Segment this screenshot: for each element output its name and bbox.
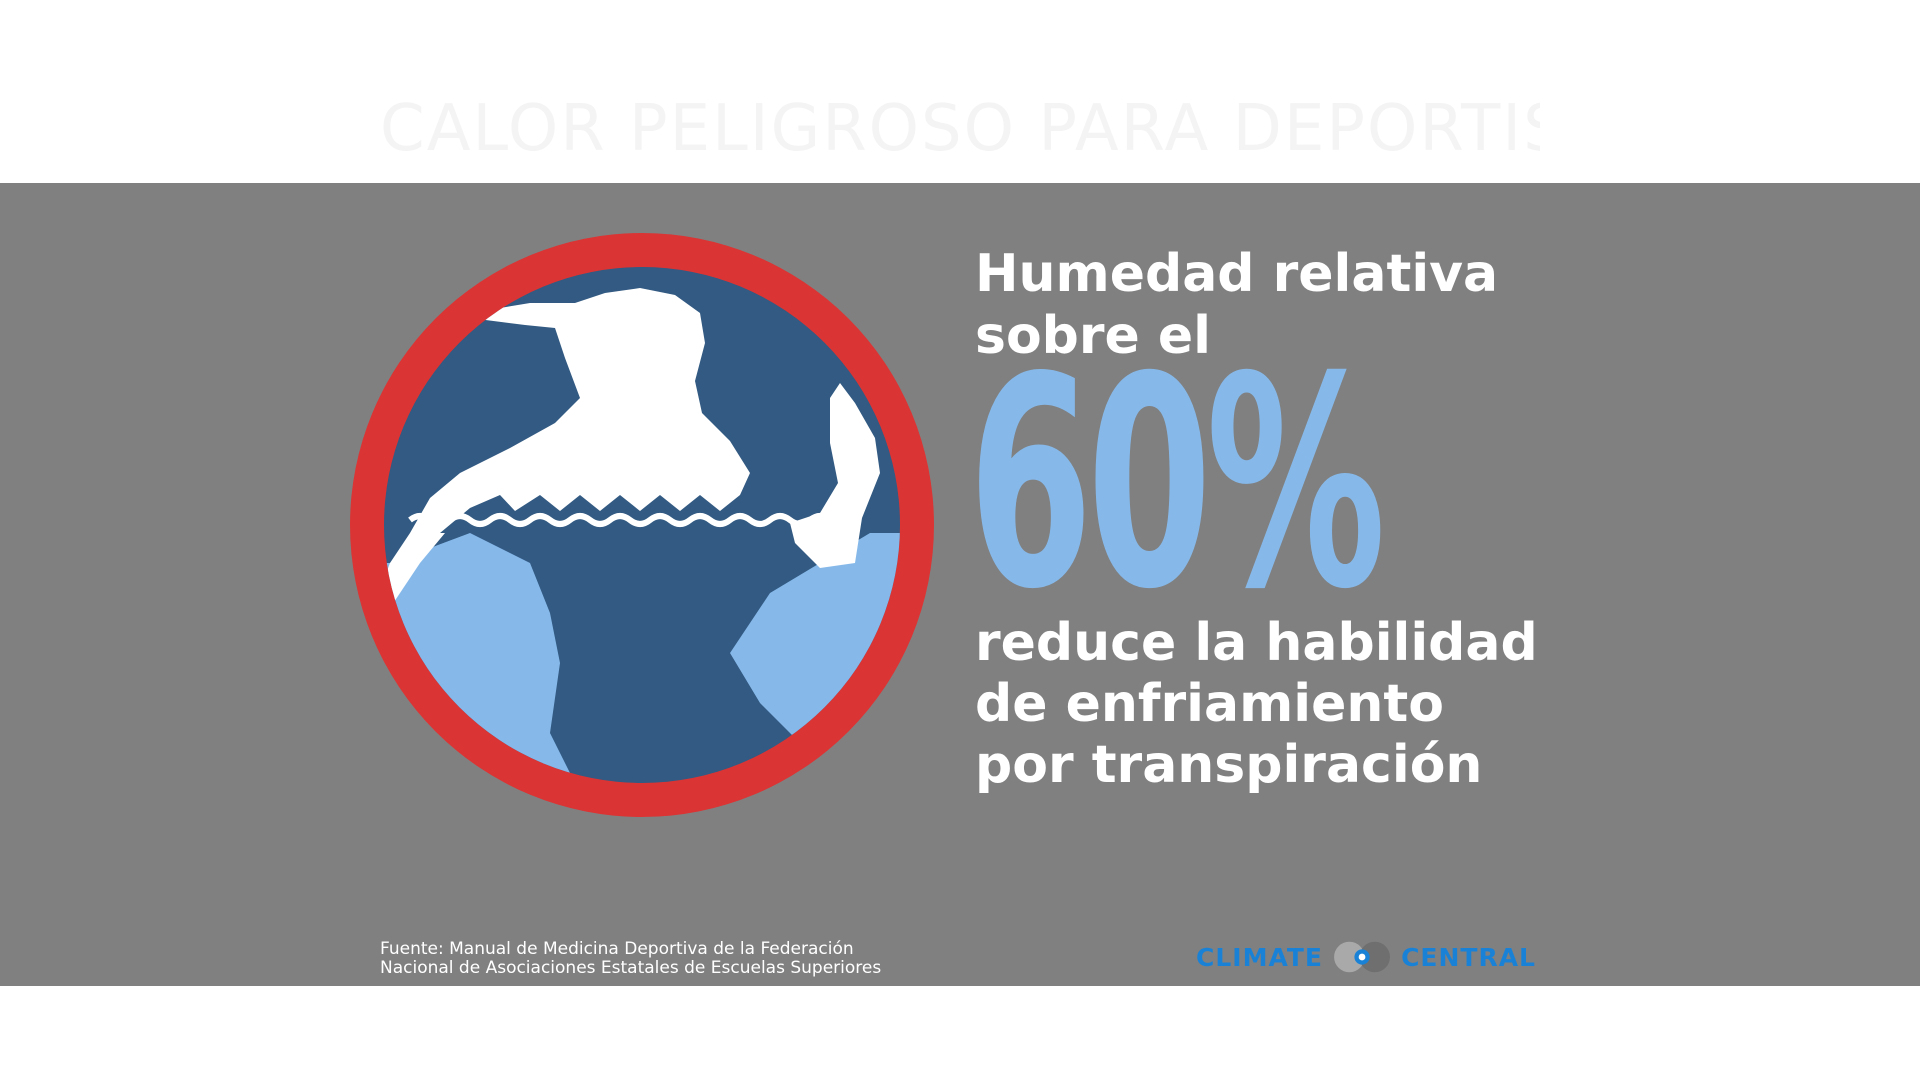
headline: Humedad relativa sobre el — [975, 243, 1675, 367]
subheadline-line-1: reduce la habilidad — [975, 613, 1538, 673]
swimmer-silhouette-icon — [350, 233, 934, 817]
headline-line-1: Humedad relativa — [975, 244, 1499, 304]
source-citation: Fuente: Manual de Medicina Deportiva de … — [380, 940, 940, 978]
climate-central-logo-icon — [1334, 941, 1390, 973]
faded-title: CALOR PELIGROSO PARA DEPORTISTAS — [380, 92, 1540, 162]
source-line-1: Fuente: Manual de Medicina Deportiva de … — [380, 939, 854, 959]
subheadline: reduce la habilidad de enfriamiento por … — [975, 613, 1675, 796]
source-line-2: Nacional de Asociaciones Estatales de Es… — [380, 958, 882, 978]
headline-line-2: sobre el — [975, 306, 1212, 366]
logo-word-central: CENTRAL — [1401, 942, 1536, 972]
humidity-percentage: 60% — [968, 316, 1386, 653]
subheadline-line-2: de enfriamiento — [975, 674, 1444, 734]
content-panel: Humedad relativa sobre el 60% reduce la … — [0, 183, 1920, 986]
logo-word-climate: CLIMATE — [1196, 942, 1323, 972]
subheadline-line-3: por transpiración — [975, 735, 1483, 795]
climate-central-logo: CLIMATE CENTRAL — [1196, 935, 1536, 979]
